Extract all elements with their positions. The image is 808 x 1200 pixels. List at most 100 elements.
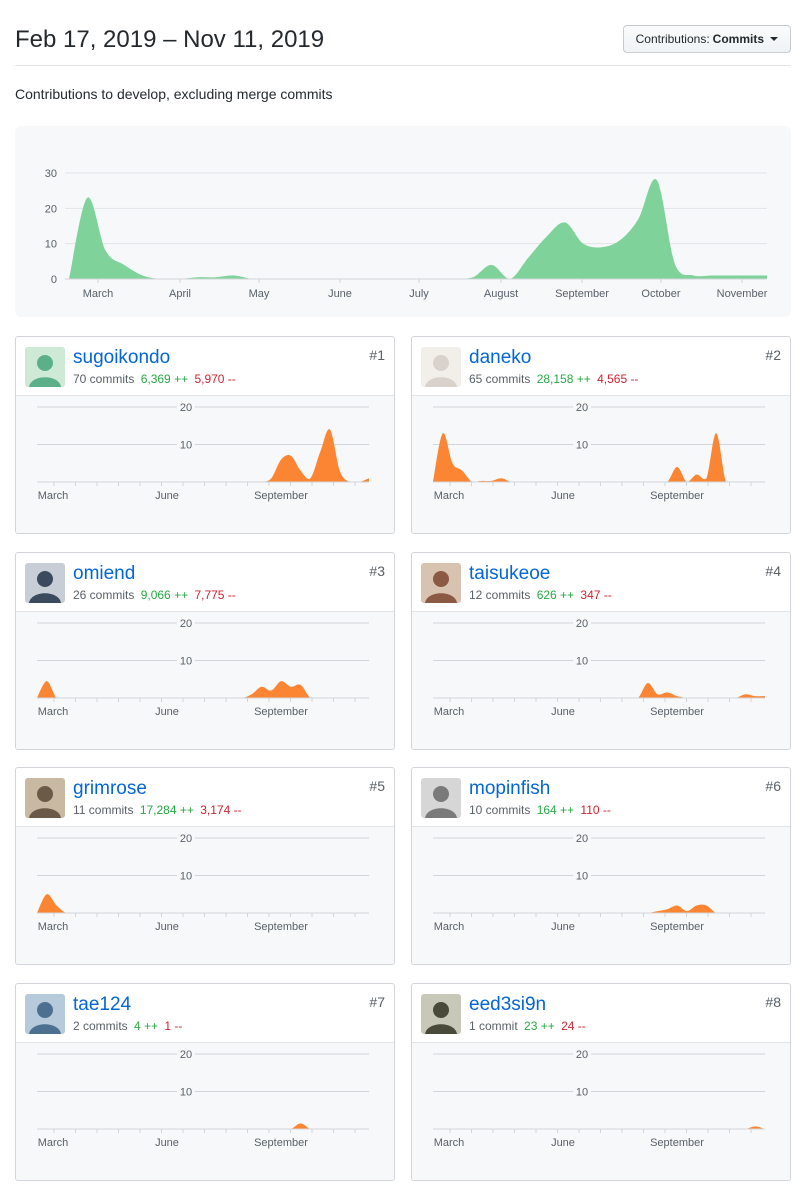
x-tick-label: March — [434, 1137, 465, 1149]
contributor-rank: #6 — [765, 778, 781, 794]
deletions-count: 1 -- — [164, 1018, 183, 1033]
y-tick-label: 20 — [576, 1049, 588, 1061]
contributor-chart[interactable]: 20 10 March June September — [412, 611, 790, 749]
additions-count: 28,158 ++ — [536, 372, 591, 386]
additions-count: 164 ++ — [536, 803, 575, 817]
contributor-stats: 65 commits 28,158 ++ 4,565 -- — [469, 372, 638, 386]
contributor-username-link[interactable]: eed3si9n — [469, 993, 547, 1015]
commits-count-link[interactable]: 2 commits — [73, 1018, 128, 1033]
contributor-header: eed3si9n 1 commit 23 ++ 24 -- #8 — [412, 984, 790, 1043]
y-tick-label-bg — [573, 831, 591, 843]
y-tick-label-bg — [177, 1046, 195, 1059]
avatar-image — [421, 993, 461, 1034]
contributor-header: taisukeoe 12 commits 626 ++ 347 -- #4 — [412, 553, 790, 612]
contributor-chart-svg: 20 10 March June September — [37, 615, 369, 718]
contributor-username-link[interactable]: mopinfish — [469, 778, 551, 799]
avatar[interactable] — [25, 562, 65, 603]
y-tick-label-bg — [177, 831, 195, 843]
y-tick-label-bg — [177, 1084, 195, 1096]
contributor-username-link[interactable]: tae124 — [73, 993, 132, 1015]
additions-count: 23 ++ — [524, 1018, 555, 1033]
contributor-stats: 26 commits 9,066 ++ 7,775 -- — [73, 588, 236, 602]
commits-count-link[interactable]: 70 commits — [73, 372, 135, 386]
x-tick-label: June — [551, 490, 575, 502]
contributor-card: sugoikondo 70 commits 6,369 ++ 5,970 -- … — [15, 336, 395, 534]
contributions-dropdown-button[interactable]: Contributions: Commits — [622, 25, 791, 53]
commits-count-link[interactable]: 10 commits — [469, 803, 531, 817]
x-tick-label: October — [641, 288, 680, 300]
contributor-commits-area — [37, 429, 369, 482]
contributor-username-link[interactable]: grimrose — [73, 778, 147, 799]
avatar-image — [421, 347, 461, 387]
y-tick-label: 20 — [180, 618, 192, 630]
x-tick-label: September — [650, 706, 704, 718]
commits-over-time-chart[interactable]: 0 10 20 30 March April May June July August Septem… — [15, 126, 791, 317]
avatar[interactable] — [25, 778, 65, 818]
contributor-card: eed3si9n 1 commit 23 ++ 24 -- #8 20 10 Mar… — [411, 982, 791, 1181]
commits-count-link[interactable]: 1 commit — [469, 1018, 518, 1033]
contributor-chart[interactable]: 20 10 March June September — [412, 827, 790, 964]
contributor-username-link[interactable]: daneko — [469, 347, 532, 368]
contributor-rank: #7 — [369, 993, 385, 1010]
main-chart-svg: 0 10 20 30 March April May June July August Septem… — [45, 168, 768, 300]
contributor-chart[interactable]: 20 10 March June September — [412, 1042, 790, 1180]
commits-count-link[interactable]: 12 commits — [469, 587, 531, 602]
contributor-header: grimrose 11 commits 17,284 ++ 3,174 -- #… — [16, 768, 394, 827]
contributor-chart[interactable]: 20 10 March June September — [16, 827, 394, 964]
y-tick-label: 10 — [180, 655, 192, 667]
y-tick-label: 10 — [576, 871, 588, 883]
contributor-stats: 10 commits 164 ++ 110 -- — [469, 803, 611, 817]
contributor-header: mopinfish 10 commits 164 ++ 110 -- #6 — [412, 768, 790, 827]
avatar[interactable] — [421, 562, 461, 603]
avatar-image — [421, 562, 461, 603]
x-tick-label: March — [38, 1137, 69, 1149]
commits-area-series — [69, 179, 767, 279]
deletions-count: 4,565 -- — [597, 372, 639, 386]
avatar[interactable] — [25, 993, 65, 1034]
commits-count-link[interactable]: 65 commits — [469, 372, 531, 386]
y-tick-label: 10 — [45, 239, 57, 251]
contributor-chart-svg: 20 10 March June September — [433, 615, 765, 718]
avatar-image — [25, 562, 65, 603]
x-tick-label: September — [650, 921, 704, 933]
contributor-commits-area — [433, 904, 765, 913]
contributor-chart-svg: 20 10 March June September — [37, 400, 369, 502]
contributor-chart[interactable]: 20 10 March June September — [16, 611, 394, 749]
additions-count: 17,284 ++ — [139, 803, 194, 817]
contributor-header: sugoikondo 70 commits 6,369 ++ 5,970 -- … — [16, 337, 394, 396]
avatar[interactable] — [25, 347, 65, 387]
contributor-username-link[interactable]: omiend — [73, 562, 136, 584]
x-tick-label: June — [155, 921, 179, 933]
contributions-value: Commits — [712, 32, 764, 46]
contributor-commits-area — [37, 894, 369, 913]
x-tick-label: August — [484, 288, 518, 300]
caret-down-icon — [770, 37, 778, 41]
y-tick-label-bg — [573, 437, 591, 450]
avatar[interactable] — [421, 778, 461, 818]
x-tick-label: September — [650, 1137, 704, 1149]
y-tick-label-bg — [177, 400, 195, 412]
page-header: Feb 17, 2019 – Nov 11, 2019 Contribution… — [15, 20, 791, 66]
contributor-username-link[interactable]: taisukeoe — [469, 562, 551, 584]
deletions-count: 3,174 -- — [200, 803, 242, 817]
x-tick-label: June — [155, 706, 179, 718]
y-tick-label: 10 — [576, 1086, 588, 1098]
contributor-chart[interactable]: 20 10 March June September — [16, 396, 394, 533]
contributor-rank: #1 — [369, 347, 385, 363]
commits-count-link[interactable]: 11 commits — [73, 803, 134, 817]
y-tick-label-bg — [573, 653, 591, 665]
deletions-count: 5,970 -- — [194, 372, 236, 386]
contributor-chart[interactable]: 20 10 March June September — [16, 1042, 394, 1180]
commits-count-link[interactable]: 26 commits — [73, 587, 135, 602]
contributor-card: mopinfish 10 commits 164 ++ 110 -- #6 20… — [411, 767, 791, 965]
contributor-username-link[interactable]: sugoikondo — [73, 347, 171, 368]
additions-count: 626 ++ — [536, 587, 575, 602]
contributor-chart[interactable]: 20 10 March June September — [412, 396, 790, 533]
x-tick-label: September — [650, 490, 704, 502]
avatar[interactable] — [421, 347, 461, 387]
y-tick-label-bg — [573, 1046, 591, 1059]
avatar[interactable] — [421, 993, 461, 1034]
contributor-stats: 12 commits 626 ++ 347 -- — [469, 588, 612, 602]
contributor-rank: #4 — [765, 562, 781, 579]
contributor-chart-svg: 20 10 March June September — [433, 400, 765, 502]
